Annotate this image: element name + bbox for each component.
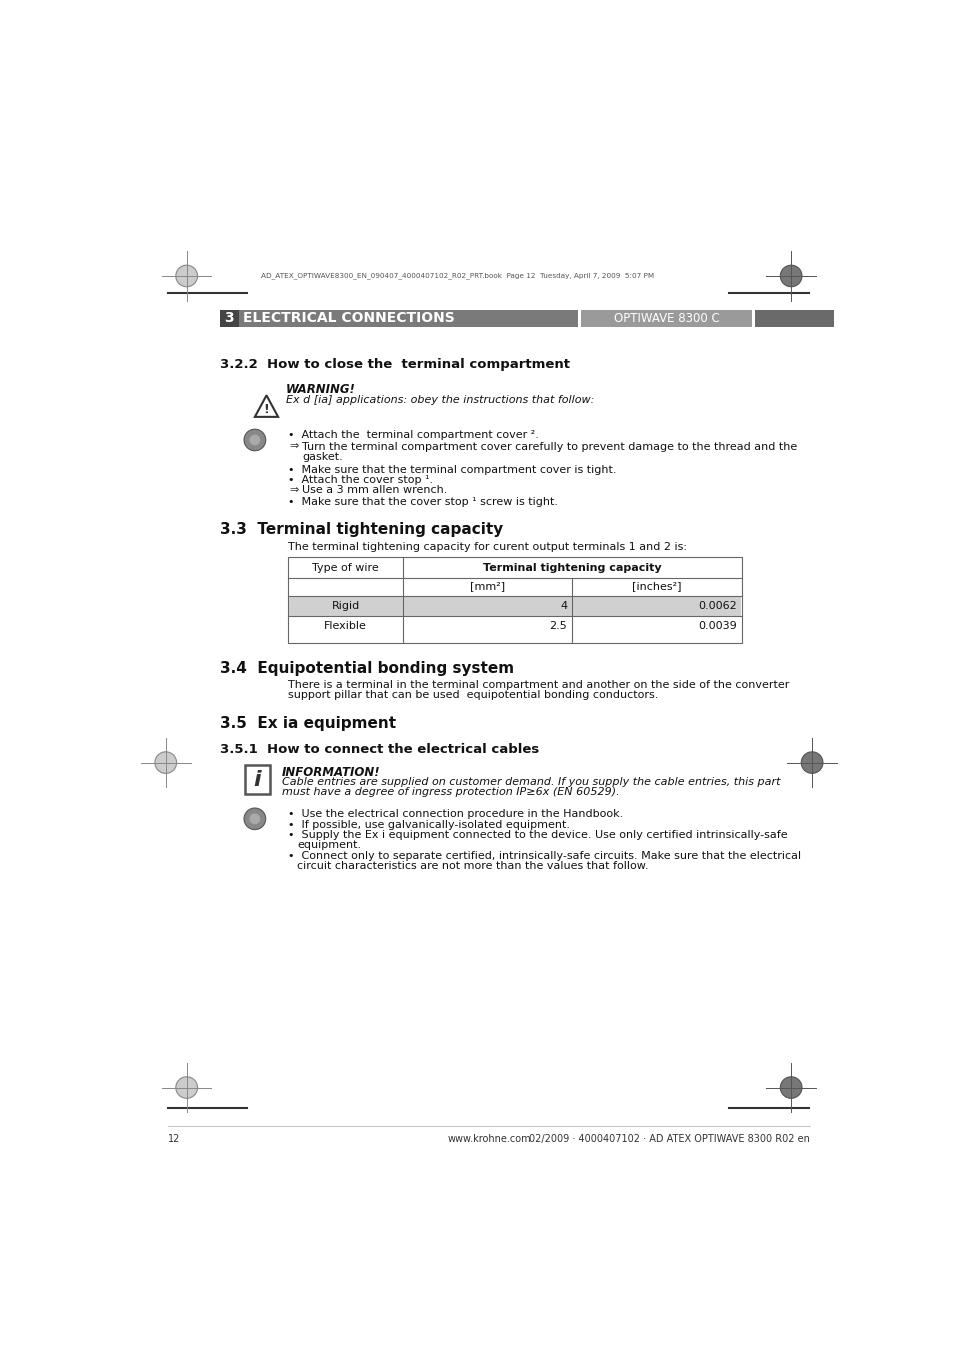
Text: 12: 12	[168, 1134, 180, 1143]
Polygon shape	[254, 396, 278, 417]
Text: Type of wire: Type of wire	[312, 563, 378, 572]
Text: AD_ATEX_OPTIWAVE8300_EN_090407_4000407102_R02_PRT.book  Page 12  Tuesday, April : AD_ATEX_OPTIWAVE8300_EN_090407_400040710…	[261, 273, 654, 279]
Circle shape	[244, 809, 266, 830]
Text: Ex d [ia] applications: obey the instructions that follow:: Ex d [ia] applications: obey the instruc…	[286, 394, 594, 405]
Text: There is a terminal in the terminal compartment and another on the side of the c: There is a terminal in the terminal comp…	[288, 680, 789, 690]
Text: 4: 4	[559, 601, 567, 612]
Circle shape	[249, 814, 260, 825]
Text: The terminal tightening capacity for curent output terminals 1 and 2 is:: The terminal tightening capacity for cur…	[288, 541, 686, 552]
Text: 3.5  Ex ia equipment: 3.5 Ex ia equipment	[220, 717, 395, 732]
Text: circuit characteristics are not more than the values that follow.: circuit characteristics are not more tha…	[297, 861, 648, 871]
Circle shape	[175, 265, 197, 286]
Text: 3.4  Equipotential bonding system: 3.4 Equipotential bonding system	[220, 662, 514, 676]
Text: support pillar that can be used  equipotential bonding conductors.: support pillar that can be used equipote…	[288, 690, 658, 701]
Text: [mm²]: [mm²]	[469, 582, 504, 591]
Text: i: i	[253, 769, 261, 790]
Text: Turn the terminal compartment cover carefully to prevent damage to the thread an: Turn the terminal compartment cover care…	[302, 441, 797, 451]
Text: OPTIWAVE 8300 C: OPTIWAVE 8300 C	[613, 312, 719, 325]
FancyBboxPatch shape	[289, 597, 740, 617]
Text: •  Attach the  terminal compartment cover ².: • Attach the terminal compartment cover …	[288, 429, 538, 440]
Circle shape	[780, 265, 801, 286]
Text: gasket.: gasket.	[302, 451, 342, 462]
Text: •  Attach the cover stop ¹.: • Attach the cover stop ¹.	[288, 475, 433, 485]
Text: 3.5.1  How to connect the electrical cables: 3.5.1 How to connect the electrical cabl…	[220, 744, 538, 756]
Text: 3.3  Terminal tightening capacity: 3.3 Terminal tightening capacity	[220, 522, 503, 537]
Text: 02/2009 · 4000407102 · AD ATEX OPTIWAVE 8300 R02 en: 02/2009 · 4000407102 · AD ATEX OPTIWAVE …	[528, 1134, 809, 1143]
Text: •  If possible, use galvanically-isolated equipment.: • If possible, use galvanically-isolated…	[288, 819, 570, 830]
Circle shape	[780, 1077, 801, 1099]
Text: 0.0062: 0.0062	[698, 601, 736, 612]
Text: •  Make sure that the cover stop ¹ screw is tight.: • Make sure that the cover stop ¹ screw …	[288, 497, 558, 508]
Text: ⇒: ⇒	[290, 485, 299, 494]
Text: 0.0039: 0.0039	[698, 621, 736, 632]
Text: 3.2.2  How to close the  terminal compartment: 3.2.2 How to close the terminal compartm…	[220, 358, 569, 371]
Text: •  Make sure that the terminal compartment cover is tight.: • Make sure that the terminal compartmen…	[288, 464, 616, 475]
Text: !: !	[263, 404, 269, 416]
Circle shape	[801, 752, 822, 774]
Text: WARNING!: WARNING!	[286, 383, 355, 396]
Text: Terminal tightening capacity: Terminal tightening capacity	[482, 563, 660, 572]
Text: Cable entries are supplied on customer demand. If you supply the cable entries, : Cable entries are supplied on customer d…	[282, 778, 780, 787]
FancyBboxPatch shape	[220, 310, 238, 327]
Text: 3: 3	[224, 312, 233, 325]
Text: must have a degree of ingress protection IP≥6x (EN 60529).: must have a degree of ingress protection…	[282, 787, 619, 798]
Text: ⇒: ⇒	[290, 441, 299, 451]
Text: 2.5: 2.5	[549, 621, 567, 632]
Circle shape	[154, 752, 176, 774]
Text: •  Connect only to separate certified, intrinsically-safe circuits. Make sure th: • Connect only to separate certified, in…	[288, 850, 801, 861]
FancyBboxPatch shape	[754, 310, 833, 327]
FancyBboxPatch shape	[245, 765, 270, 794]
Text: Flexible: Flexible	[324, 621, 367, 632]
FancyBboxPatch shape	[220, 310, 578, 327]
Text: ELECTRICAL CONNECTIONS: ELECTRICAL CONNECTIONS	[243, 312, 455, 325]
Text: www.krohne.com: www.krohne.com	[447, 1134, 530, 1143]
Circle shape	[244, 429, 266, 451]
Text: •  Supply the Ex i equipment connected to the device. Use only certified intrins: • Supply the Ex i equipment connected to…	[288, 830, 787, 840]
Circle shape	[175, 1077, 197, 1099]
Circle shape	[249, 435, 260, 446]
FancyBboxPatch shape	[580, 310, 751, 327]
FancyBboxPatch shape	[288, 558, 740, 643]
Text: Use a 3 mm allen wrench.: Use a 3 mm allen wrench.	[302, 485, 447, 494]
Text: •  Use the electrical connection procedure in the Handbook.: • Use the electrical connection procedur…	[288, 809, 623, 819]
Text: [inches²]: [inches²]	[631, 582, 680, 591]
Text: INFORMATION!: INFORMATION!	[282, 767, 380, 779]
Text: equipment.: equipment.	[297, 840, 361, 850]
Text: Rigid: Rigid	[331, 601, 359, 612]
